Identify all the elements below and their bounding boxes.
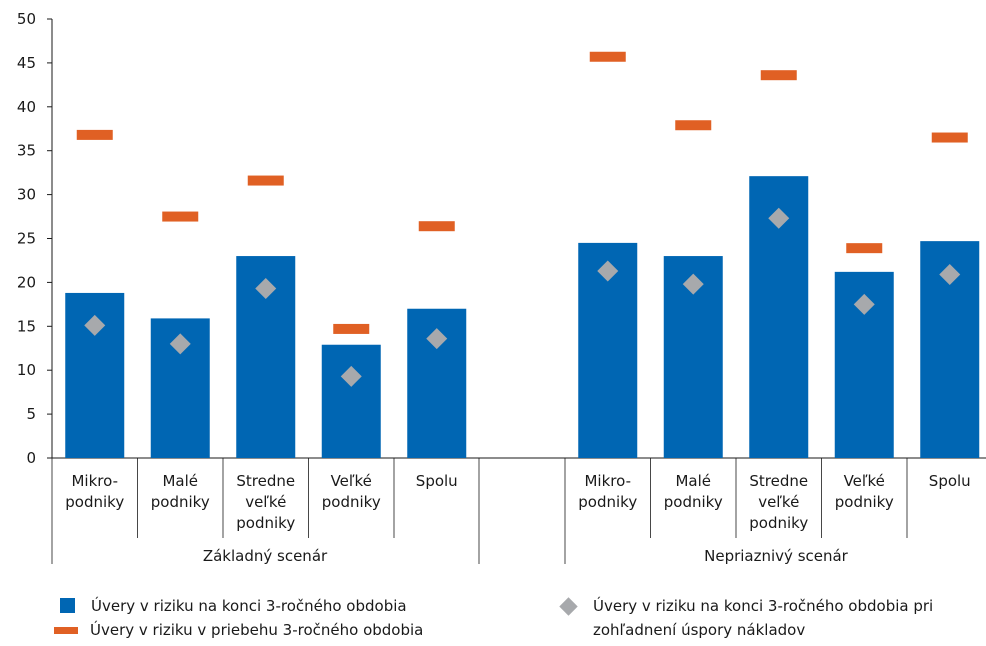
category-label: podniky	[578, 493, 637, 511]
legend-swatch-diamond	[559, 597, 578, 616]
category-label: podniky	[236, 514, 295, 532]
y-tick-label: 5	[26, 405, 36, 423]
diamond-marker	[426, 328, 448, 350]
category-label: Mikro-	[71, 472, 118, 490]
category-label: Stredne	[749, 472, 808, 490]
y-tick-label: 40	[17, 98, 36, 116]
category-label: Malé	[162, 472, 198, 490]
diamond-marker	[768, 207, 790, 229]
legend-label-bar: Úvery v riziku na konci 3-ročného obdobi…	[91, 597, 407, 615]
y-tick-label: 30	[17, 186, 36, 204]
legend-swatch-bar	[60, 598, 75, 613]
category-label: Mikro-	[584, 472, 631, 490]
legend-label-diamond-line2: zohľadnení úspory nákladov	[593, 621, 806, 639]
dash-marker	[931, 132, 968, 143]
dash-marker	[760, 70, 797, 81]
category-label: podniky	[322, 493, 381, 511]
diamond-marker	[939, 263, 961, 285]
category-label: podniky	[151, 493, 210, 511]
diamond-marker	[682, 273, 704, 295]
legend: Úvery v riziku na konci 3-ročného obdobi…	[0, 594, 986, 646]
category-label: Veľké	[844, 472, 885, 490]
diamond-marker	[84, 314, 106, 336]
legend-item-bar: Úvery v riziku na konci 3-ročného obdobi…	[60, 594, 407, 618]
y-tick-label: 15	[17, 317, 36, 335]
category-label: Spolu	[416, 472, 458, 490]
category-label: Veľké	[331, 472, 372, 490]
legend-label-dash: Úvery v riziku v priebehu 3-ročného obdo…	[90, 621, 424, 639]
dash-marker	[846, 243, 883, 254]
category-label: Malé	[675, 472, 711, 490]
category-label: Stredne	[236, 472, 295, 490]
category-label: veľké	[245, 493, 286, 511]
bar	[321, 344, 381, 458]
group-label: Základný scenár	[203, 547, 328, 565]
y-tick-label: 25	[17, 230, 36, 248]
category-label: podniky	[65, 493, 124, 511]
category-label: veľké	[758, 493, 799, 511]
diamond-marker	[255, 278, 277, 300]
legend-label-diamond-line1: Úvery v riziku na konci 3-ročného obdobi…	[593, 597, 934, 615]
legend-swatch-dash	[54, 627, 78, 634]
dash-marker	[76, 129, 113, 140]
dash-marker	[162, 211, 199, 222]
dash-marker	[333, 323, 370, 334]
diamond-marker	[340, 365, 362, 387]
y-tick-label: 50	[17, 10, 36, 28]
dash-marker	[675, 120, 712, 131]
group-label: Nepriaznivý scenár	[704, 547, 849, 565]
category-label: podniky	[749, 514, 808, 532]
diamond-marker	[853, 293, 875, 315]
y-tick-label: 20	[17, 273, 36, 291]
category-label: podniky	[664, 493, 723, 511]
diamond-marker	[597, 260, 619, 282]
dash-marker	[247, 175, 284, 186]
y-tick-label: 45	[17, 54, 36, 72]
y-tick-label: 10	[17, 361, 36, 379]
category-label: podniky	[835, 493, 894, 511]
legend-item-diamond: Úvery v riziku na konci 3-ročného obdobi…	[558, 594, 933, 642]
dash-marker	[418, 221, 455, 232]
y-tick-label: 35	[17, 142, 36, 160]
dash-marker	[589, 51, 626, 62]
y-tick-label: 0	[26, 449, 36, 467]
category-label: Spolu	[929, 472, 971, 490]
diamond-marker	[169, 333, 191, 355]
legend-item-dash: Úvery v riziku v priebehu 3-ročného obdo…	[54, 618, 423, 642]
